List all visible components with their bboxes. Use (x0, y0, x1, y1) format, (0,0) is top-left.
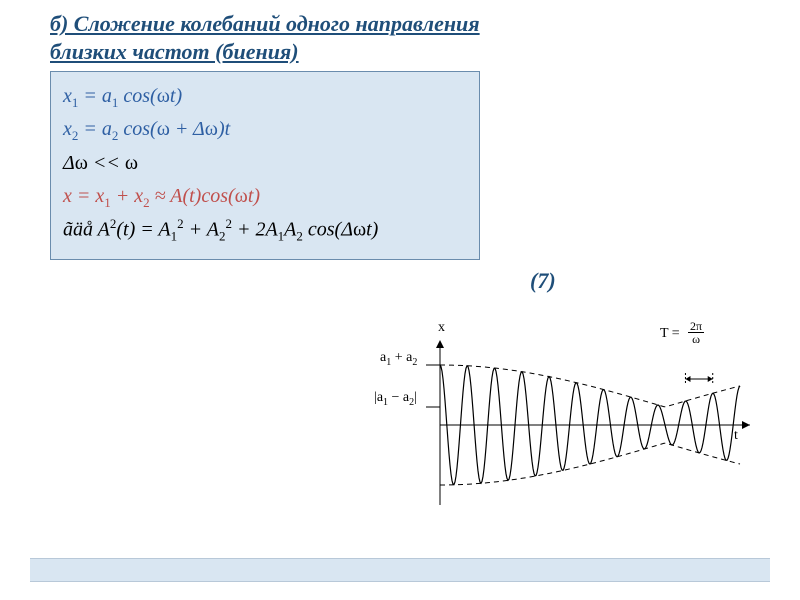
slide-title: б) Сложение колебаний одного направления… (50, 10, 770, 65)
footer-bar (30, 558, 770, 582)
label-a-sum: a1 + a2 (380, 350, 417, 368)
y-axis-label: x (438, 320, 445, 336)
label-a-diff: |a1 − a2| (374, 390, 417, 408)
period-fraction: 2π ω (688, 320, 704, 345)
eq-3: Δω << ω (63, 147, 467, 180)
period-denom: ω (688, 333, 704, 345)
beat-chart: x t a1 + a2 |a1 − a2| T = 2π ω (360, 320, 760, 510)
beat-svg (360, 320, 760, 510)
formula-box: x1 = a1 cos(ωt) x2 = a2 cos(ω + Δω)t Δω … (50, 71, 480, 260)
x-axis-label: t (734, 428, 738, 444)
period-T: T = (660, 326, 680, 342)
title-line-2: близких частот (биения) (50, 38, 770, 66)
eq-5: ãäå A2(t) = A12 + A22 + 2A1A2 cos(Δωt) (63, 213, 467, 247)
title-line-1: б) Сложение колебаний одного направления (50, 10, 770, 38)
eq-1: x1 = a1 cos(ωt) (63, 80, 467, 113)
eq-4: x = x1 + x2 ≈ A(t)cos(ωt) (63, 180, 467, 213)
eq-2: x2 = a2 cos(ω + Δω)t (63, 113, 467, 146)
equation-number: (7) (530, 268, 556, 294)
